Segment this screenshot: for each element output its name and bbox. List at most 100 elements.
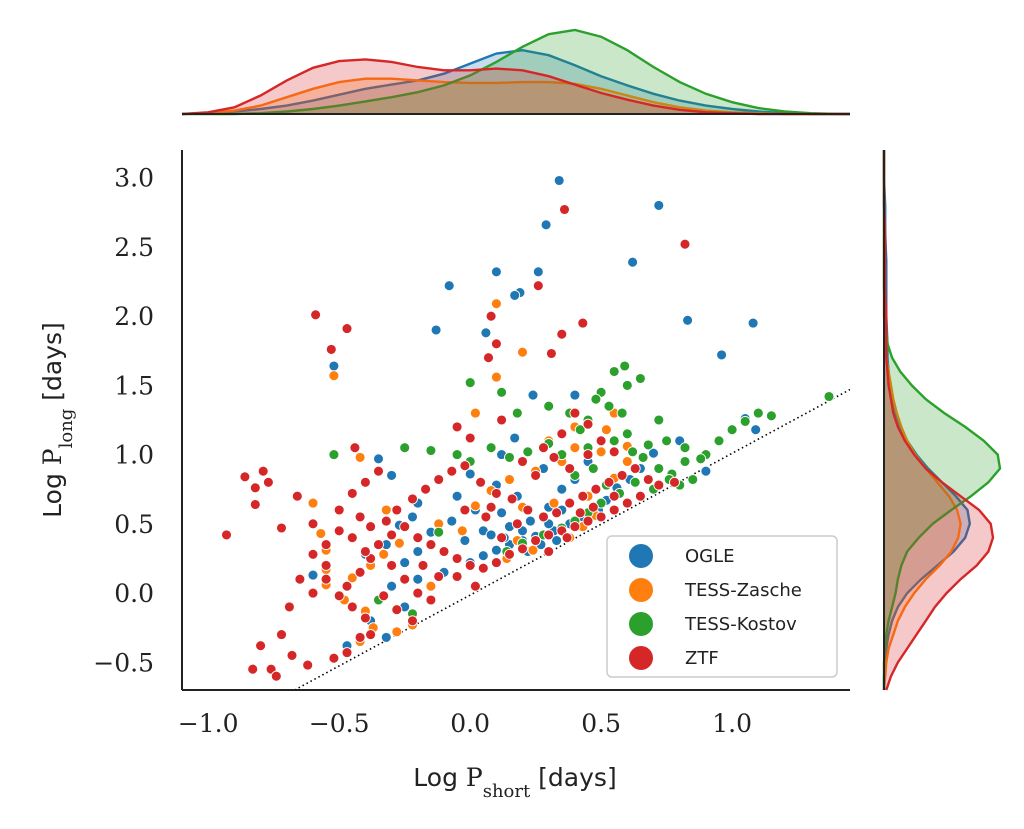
scatter-point bbox=[391, 626, 403, 638]
scatter-point bbox=[532, 266, 544, 278]
scatter-point bbox=[634, 490, 646, 502]
scatter-point bbox=[333, 590, 345, 602]
scatter-point bbox=[386, 580, 398, 592]
scatter-point bbox=[540, 219, 552, 231]
scatter-point bbox=[430, 324, 442, 336]
scatter-point bbox=[603, 476, 615, 488]
top-marginal-kde-plot bbox=[181, 28, 850, 116]
scatter-point bbox=[310, 309, 322, 321]
scatter-point bbox=[574, 424, 586, 436]
main-scatter-plot: −1.0 −0.5 0.0 0.5 1.0 −0.5 0.0 0.5 1.0 1.5 2.0 2.5 3… bbox=[93, 150, 850, 738]
scatter-point bbox=[354, 451, 366, 463]
scatter-point bbox=[464, 559, 476, 571]
scatter-point bbox=[627, 446, 639, 458]
scatter-point bbox=[346, 601, 358, 613]
scatter-point bbox=[433, 571, 445, 582]
scatter-point bbox=[621, 497, 633, 509]
scatter-point bbox=[354, 511, 366, 523]
scatter-point bbox=[543, 400, 555, 412]
scatter-point bbox=[412, 587, 424, 599]
y-tick-label: 2.0 bbox=[114, 302, 154, 331]
scatter-point bbox=[490, 298, 502, 310]
y-tick-label: 0.5 bbox=[114, 510, 154, 539]
x-axis-title: Log Pshort [days] bbox=[413, 763, 616, 802]
scatter-point bbox=[433, 526, 445, 538]
scatter-point bbox=[393, 537, 405, 549]
scatter-point bbox=[307, 548, 319, 560]
scatter-point bbox=[386, 559, 398, 571]
scatter-point bbox=[294, 573, 306, 585]
scatter-point bbox=[545, 348, 557, 359]
scatter-point bbox=[320, 539, 332, 551]
y-tick-label: 3.0 bbox=[114, 164, 154, 193]
scatter-point bbox=[603, 400, 615, 412]
scatter-point bbox=[412, 532, 424, 544]
legend-marker bbox=[629, 646, 653, 670]
scatter-point bbox=[354, 631, 366, 643]
scatter-point bbox=[485, 529, 497, 541]
kde-x-fill bbox=[182, 30, 850, 114]
scatter-point bbox=[286, 649, 298, 661]
legend-label: TESS-Kostov bbox=[684, 614, 797, 635]
scatter-point bbox=[504, 474, 515, 485]
scatter-point bbox=[538, 511, 549, 523]
scatter-point bbox=[341, 323, 353, 335]
scatter-point bbox=[695, 453, 707, 465]
scatter-point bbox=[587, 501, 599, 513]
scatter-point bbox=[496, 507, 508, 519]
scatter-point bbox=[373, 539, 384, 551]
scatter-point bbox=[608, 435, 620, 447]
scatter-point bbox=[483, 352, 494, 364]
scatter-point bbox=[569, 442, 581, 454]
scatter-point bbox=[341, 647, 353, 659]
scatter-point bbox=[333, 504, 345, 516]
scatter-point bbox=[451, 553, 463, 564]
legend-label: TESS-Zasche bbox=[684, 580, 802, 601]
scatter-point bbox=[551, 507, 563, 519]
scatter-point bbox=[765, 410, 777, 422]
kde-y-line bbox=[882, 150, 995, 691]
scatter-point bbox=[475, 476, 487, 488]
legend-marker bbox=[629, 578, 653, 602]
scatter-point bbox=[608, 366, 620, 377]
kde-x-line bbox=[182, 28, 850, 116]
scatter-point bbox=[490, 338, 502, 350]
scatter-point bbox=[346, 487, 358, 499]
scatter-point bbox=[307, 569, 319, 581]
scatter-point bbox=[451, 449, 463, 461]
scatter-point bbox=[459, 460, 471, 472]
scatter-point bbox=[249, 499, 261, 510]
scatter-point bbox=[569, 389, 581, 401]
scatter-point bbox=[425, 580, 437, 592]
scatter-point bbox=[373, 465, 384, 477]
scatter-point bbox=[582, 449, 594, 461]
scatter-point bbox=[333, 525, 345, 537]
kde-y-fill bbox=[884, 150, 961, 690]
legend-item: TESS-Kostov bbox=[629, 612, 797, 636]
scatter-point bbox=[270, 670, 282, 682]
scatter-point bbox=[283, 601, 295, 613]
scatter-point bbox=[320, 573, 332, 585]
scatter-point bbox=[642, 474, 654, 485]
scatter-point bbox=[412, 573, 424, 585]
scatter-point bbox=[490, 544, 502, 556]
right-marginal-kde-plot bbox=[882, 150, 1002, 691]
x-tick-label: −1.0 bbox=[178, 709, 239, 738]
scatter-point bbox=[621, 379, 633, 391]
scatter-point bbox=[608, 490, 620, 502]
scatter-point bbox=[517, 456, 528, 467]
scatter-point bbox=[477, 562, 489, 574]
scatter-point bbox=[490, 487, 502, 499]
scatter-point bbox=[249, 482, 261, 494]
scatter-point bbox=[511, 407, 523, 419]
scatter-point bbox=[469, 407, 481, 419]
scatter-point bbox=[291, 490, 303, 502]
scatter-point bbox=[532, 280, 544, 292]
scatter-point bbox=[239, 471, 251, 483]
scatter-point bbox=[451, 571, 463, 582]
scatter-point bbox=[349, 442, 361, 454]
scatter-point bbox=[315, 528, 327, 539]
scatter-point bbox=[341, 580, 353, 592]
scatter-point bbox=[380, 631, 392, 643]
scatter-point bbox=[661, 435, 673, 447]
